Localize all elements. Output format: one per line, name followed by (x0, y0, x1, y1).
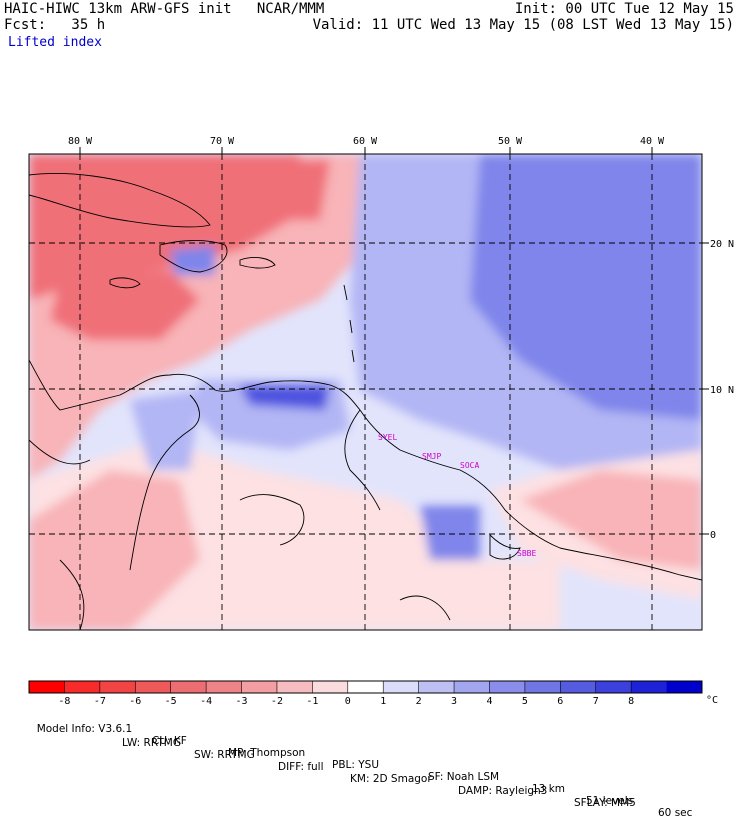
colorbar-swatch (524, 681, 561, 693)
footer-km: KM: 2D Smagor (350, 773, 432, 785)
colorbar-tick-label: -7 (94, 696, 106, 707)
lifted-index-map: 80 W 70 W 60 W 50 W 40 W 20 N 10 N 0 SYE… (28, 136, 734, 707)
colorbar-tick-labels: -8 -7 -6 -5 -4 -3 -2 -1 0 1 2 3 4 5 6 7 8 °C (58, 695, 718, 707)
colorbar-swatch (99, 681, 136, 693)
lat-label-10n: 10 N (710, 385, 734, 396)
footer-lw: LW: RRTMG (122, 737, 181, 749)
station-syel: SYEL (378, 433, 397, 442)
colorbar-tick-label: 7 (593, 696, 599, 707)
colorbar-swatch (347, 681, 384, 693)
colorbar-swatch (170, 681, 207, 693)
station-smjp: SMJP (422, 452, 441, 461)
colorbar-tick-label: 1 (380, 696, 386, 707)
colorbar-swatch (241, 681, 278, 693)
colorbar-tick-label: -1 (306, 696, 318, 707)
colorbar-tick-label: 3 (451, 696, 457, 707)
lon-label-70w: 70 W (210, 136, 235, 147)
colorbar-swatch (454, 681, 490, 693)
init-time: Init: 00 UTC Tue 12 May 15 (514, 1, 734, 17)
footer-sw: SW: RRTMG (194, 749, 255, 761)
colorbar-swatch (489, 681, 526, 693)
model-title: HAIC-HIWC 13km ARW-GFS init NCAR/MMM (4, 1, 325, 17)
footer-line-2: LW: RRTMG SW: RRTMG DIFF: full KM: 2D Sm… (30, 725, 636, 809)
footer-line-1: Model Info: V3.6.1 CU: KF MP: Thompson P… (30, 711, 693, 819)
colorbar-swatch (666, 681, 703, 693)
colorbar-swatch (595, 681, 632, 693)
colorbar-tick-label: -8 (58, 696, 70, 707)
colorbar-swatch (64, 681, 101, 693)
colorbar-tick-label: 8 (628, 696, 634, 707)
colorbar-swatch (276, 681, 313, 693)
footer-timestep: 60 sec (658, 807, 693, 819)
colorbar-tick-label: 0 (345, 696, 351, 707)
field-name: Lifted index (8, 35, 102, 50)
lon-label-40w: 40 W (640, 136, 665, 147)
station-labels: SYEL SMJP SOCA SBBE (378, 433, 536, 558)
footer-pbl: PBL: YSU (332, 759, 380, 771)
colorbar-swatch (560, 681, 597, 693)
footer-sf: SF: Noah LSM (428, 771, 500, 783)
colorbar-swatch (383, 681, 420, 693)
valid-time: Valid: 11 UTC Wed 13 May 15 (08 LST Wed … (312, 17, 734, 33)
lon-label-50w: 50 W (498, 136, 523, 147)
colorbar-tick-label: -6 (129, 696, 141, 707)
colorbar-tick-label: 2 (416, 696, 422, 707)
colorbar-swatch (206, 681, 243, 693)
longitude-labels: 80 W 70 W 60 W 50 W 40 W (68, 136, 665, 147)
colorbar-tick-label: 4 (486, 696, 492, 707)
colorbar-swatch (135, 681, 172, 693)
colorbar-frame (28, 680, 703, 694)
colorbar-tick-label: -3 (236, 696, 248, 707)
colorbar-tick-label: -5 (165, 696, 177, 707)
graticule (29, 154, 702, 630)
coastlines (29, 173, 702, 630)
footer-diff: DIFF: full (278, 761, 324, 773)
lat-label-20n: 20 N (710, 239, 734, 250)
colorbar-tick-label: -4 (200, 696, 212, 707)
latitude-labels: 20 N 10 N 0 (710, 239, 734, 541)
colorbar-tick-label: -2 (271, 696, 283, 707)
lon-label-80w: 80 W (68, 136, 93, 147)
colorbar-swatch (312, 681, 349, 693)
forecast-hour: Fcst: 35 h (4, 17, 106, 33)
colorbar-swatch (418, 681, 455, 693)
field-shading (29, 154, 702, 630)
map-ticks (79, 147, 709, 535)
colorbar-tick-label: 5 (522, 696, 528, 707)
footer-damp: DAMP: Rayleigh3 (458, 785, 548, 797)
colorbar-swatch (29, 681, 65, 693)
lon-label-60w: 60 W (353, 136, 378, 147)
station-sbbe: SBBE (517, 549, 536, 558)
colorbar-swatch (631, 681, 668, 693)
colorbar-unit: °C (706, 695, 718, 706)
colorbar (28, 680, 703, 694)
colorbar-tick-label: 6 (557, 696, 563, 707)
footer-sflay: SFLAY: MM5 (574, 797, 636, 809)
footer-model-info: Model Info: V3.6.1 (36, 723, 133, 735)
lat-label-0: 0 (710, 530, 716, 541)
station-soca: SOCA (460, 461, 479, 470)
